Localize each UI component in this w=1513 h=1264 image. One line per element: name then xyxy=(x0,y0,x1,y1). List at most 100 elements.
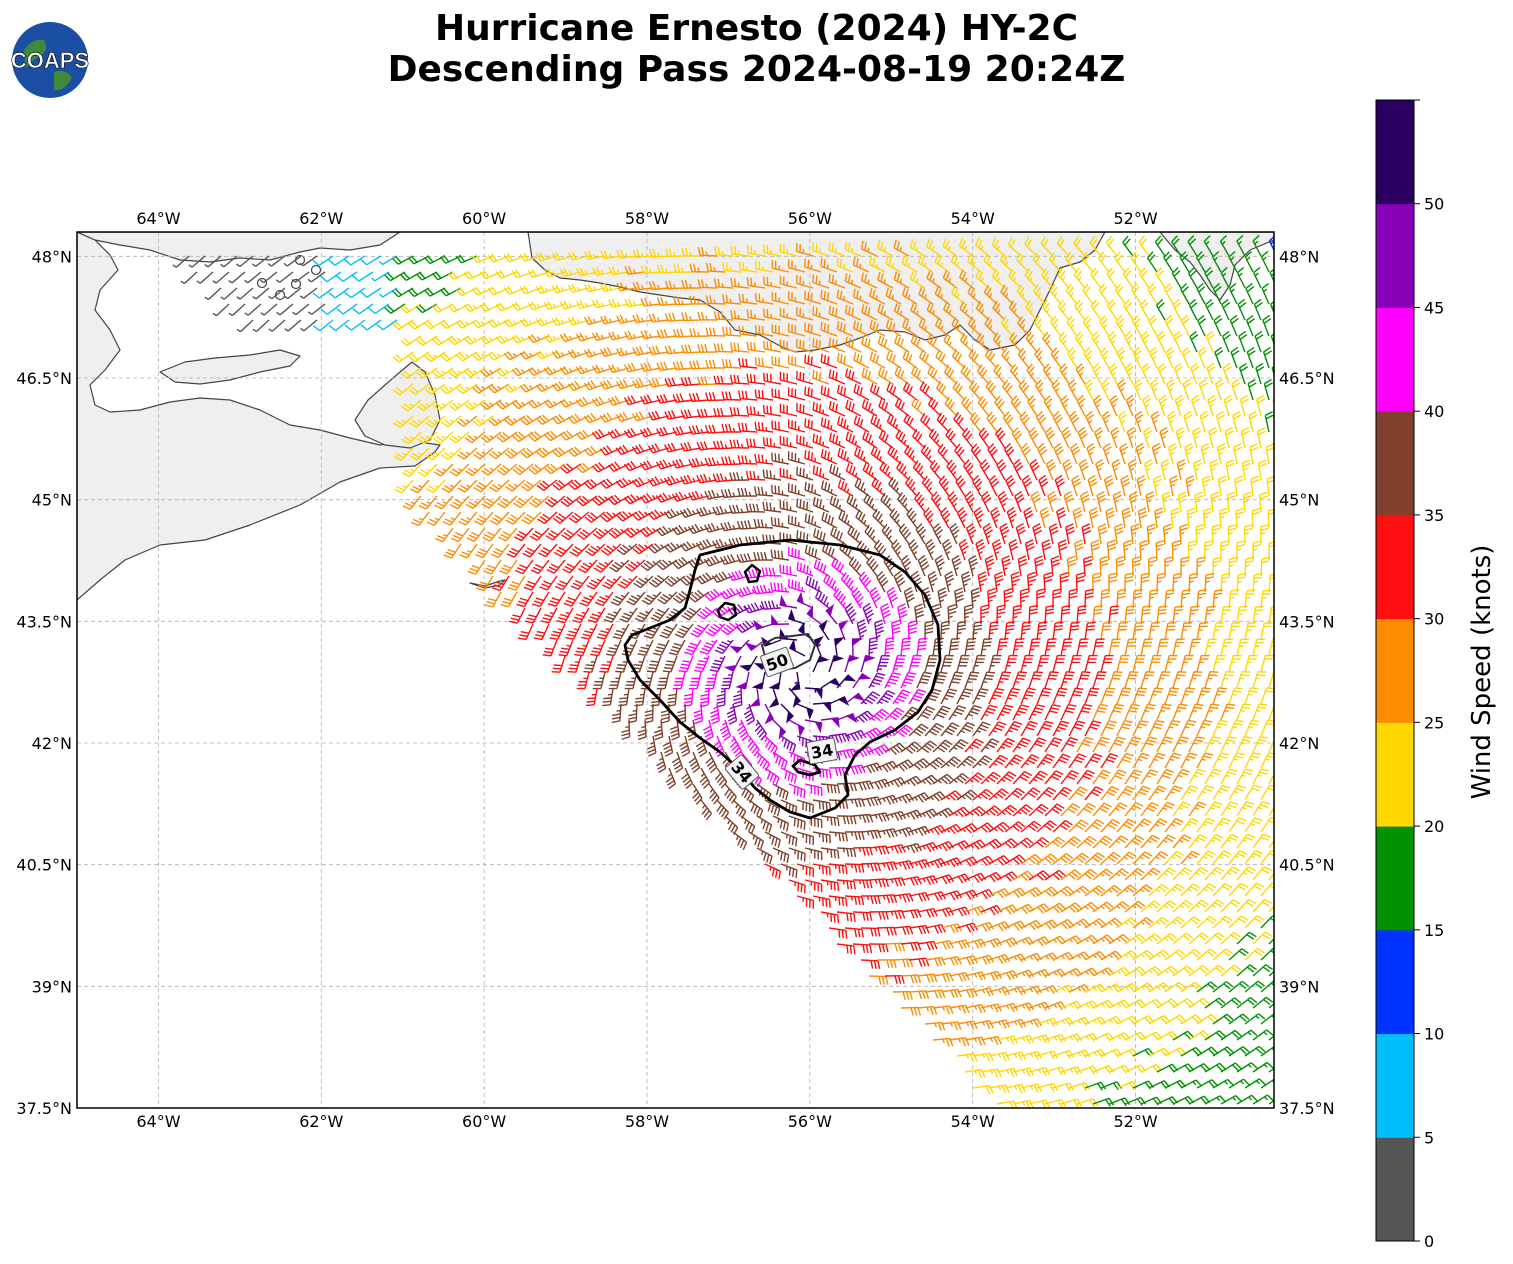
wind-barb xyxy=(1040,268,1054,289)
wind-barb xyxy=(804,450,822,465)
wind-barb xyxy=(1141,362,1151,385)
wind-barb xyxy=(432,367,454,379)
wind-barb xyxy=(1148,818,1168,833)
wind-barb xyxy=(400,335,422,347)
wind-barb xyxy=(893,303,910,321)
wind-barb xyxy=(788,815,806,830)
wind-barb xyxy=(504,415,526,426)
wind-barb xyxy=(1054,474,1065,497)
wind-barb xyxy=(268,287,286,300)
wind-barb xyxy=(900,637,912,657)
wind-barb xyxy=(1068,819,1089,833)
wind-barb xyxy=(985,379,998,401)
wind-barb xyxy=(704,457,726,467)
wind-barb xyxy=(919,412,934,433)
wind-barb xyxy=(481,463,502,476)
wind-barb xyxy=(283,255,302,267)
wind-barb xyxy=(448,399,470,411)
wind-barb xyxy=(714,246,734,257)
wind-barb xyxy=(1228,752,1245,769)
wind-barb xyxy=(495,335,518,345)
wind-barb xyxy=(1179,523,1189,545)
wind-barb xyxy=(927,365,942,385)
wind-barb xyxy=(1146,251,1158,273)
wind-barb xyxy=(940,654,954,673)
wind-barb xyxy=(812,895,831,908)
wind-barb xyxy=(1036,1017,1059,1027)
wind-barb xyxy=(1188,638,1201,657)
wind-barb xyxy=(1012,458,1024,481)
wind-barb xyxy=(1063,490,1074,513)
wind-barb xyxy=(932,705,951,721)
wind-barb xyxy=(590,639,606,657)
lon-tick-label-bottom: 52°W xyxy=(1113,1112,1157,1131)
wind-barb xyxy=(972,654,986,673)
wind-barb xyxy=(880,492,894,513)
wind-barb xyxy=(563,591,582,607)
wind-barb xyxy=(812,338,830,353)
wind-barb xyxy=(961,571,971,593)
wind-barb xyxy=(699,639,718,655)
wind-barb xyxy=(1260,784,1274,801)
wind-barb xyxy=(844,895,865,906)
wind-barb xyxy=(1220,266,1230,289)
wind-barb xyxy=(1171,267,1182,289)
wind-barb xyxy=(496,399,518,410)
wind-barb xyxy=(1236,899,1257,913)
lon-tick-label-bottom: 62°W xyxy=(299,1112,343,1131)
wind-barb xyxy=(459,543,478,559)
wind-barb xyxy=(1062,458,1073,481)
wind-barb xyxy=(1124,671,1139,689)
wind-barb xyxy=(924,722,945,737)
wind-barb xyxy=(1188,768,1206,785)
wind-barb xyxy=(1028,1001,1051,1011)
wind-barb xyxy=(1140,330,1150,353)
wind-barb xyxy=(1277,525,1285,544)
wind-barb xyxy=(1236,703,1252,721)
wind-barb xyxy=(1260,654,1274,673)
wind-barb xyxy=(917,554,930,577)
wind-barb xyxy=(730,310,750,321)
wind-barb xyxy=(722,294,742,305)
wind-barb xyxy=(1073,267,1086,289)
wind-barb xyxy=(958,538,969,561)
wind-barb xyxy=(688,425,710,435)
wind-barb xyxy=(940,722,960,737)
wind-barb xyxy=(1066,555,1077,577)
wind-barb xyxy=(528,431,550,442)
wind-barb xyxy=(900,671,917,689)
wind-barb xyxy=(471,319,494,329)
wind-barb xyxy=(780,703,794,724)
wind-barb xyxy=(1008,300,1022,321)
wind-barb xyxy=(624,330,646,340)
wind-barb xyxy=(975,269,990,289)
wind-barb xyxy=(943,364,958,385)
wind-barb xyxy=(1106,299,1118,321)
wind-barb xyxy=(820,879,840,891)
wind-barb xyxy=(860,240,878,257)
wind-barb xyxy=(796,434,814,449)
wind-barb xyxy=(1067,379,1078,401)
wind-barb xyxy=(634,607,654,623)
wind-barb xyxy=(212,303,230,317)
wind-barb xyxy=(1156,638,1169,657)
wind-barb xyxy=(447,271,470,280)
wind-barb xyxy=(754,421,774,433)
wind-barb xyxy=(828,432,846,449)
wind-barb xyxy=(729,472,750,482)
wind-barb xyxy=(1174,394,1184,417)
wind-barb xyxy=(987,587,997,609)
wind-barb xyxy=(956,1053,978,1063)
wind-barb xyxy=(418,495,438,510)
wind-barb xyxy=(804,418,822,433)
wind-barb xyxy=(951,317,966,337)
wind-barb xyxy=(836,815,857,825)
wind-barb xyxy=(1212,817,1231,833)
wind-barb xyxy=(940,857,963,868)
wind-barb xyxy=(1196,850,1216,865)
lon-tick-label-top: 54°W xyxy=(951,209,995,228)
wind-barb xyxy=(344,319,366,331)
wind-barb xyxy=(504,447,526,459)
wind-barb xyxy=(671,751,684,774)
wind-barb xyxy=(640,297,662,307)
